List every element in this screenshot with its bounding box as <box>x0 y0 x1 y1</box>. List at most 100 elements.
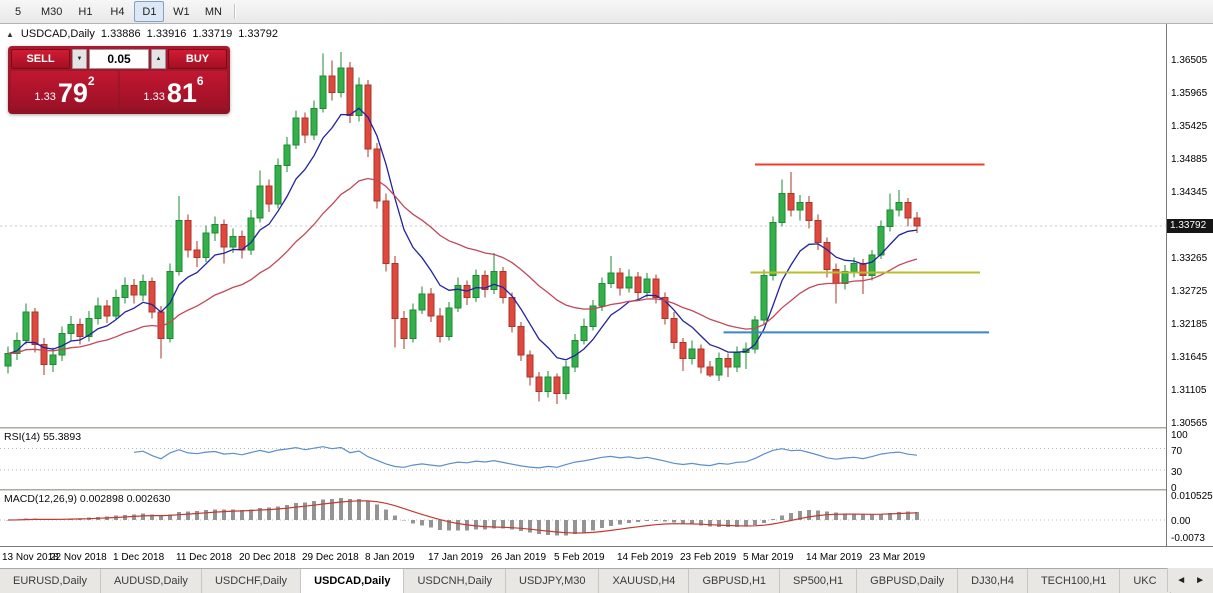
chart-tab-usdcad[interactable]: USDCAD,Daily <box>301 569 405 593</box>
chart-tab-tech100[interactable]: TECH100,H1 <box>1028 569 1121 593</box>
one-click-collapse-icon[interactable]: ▲ <box>6 29 14 39</box>
ma-slow-line <box>7 177 918 355</box>
sell-price-pipette: 2 <box>87 74 95 88</box>
date-tick-label: 14 Feb 2019 <box>617 552 674 563</box>
ohlc-open: 1.33886 <box>100 28 141 40</box>
price-axis-label: 1.31645 <box>1171 352 1208 364</box>
date-tick-label: 26 Jan 2019 <box>491 552 547 563</box>
chart-tab-eurusd[interactable]: EURUSD,Daily <box>0 569 101 593</box>
timeframe-button-w1[interactable]: W1 <box>173 5 190 18</box>
toolbar-separator <box>234 4 236 19</box>
chart-tab-sp500[interactable]: SP500,H1 <box>780 569 858 593</box>
buy-price-big: 81 <box>166 78 197 108</box>
price-axis-label: 1.31105 <box>1171 385 1207 397</box>
chart-tab-usdcnh[interactable]: USDCNH,Daily <box>404 569 507 593</box>
macd-axis-label: 0.010525 <box>1171 490 1213 502</box>
main-chart-pane[interactable]: ▲ USDCAD,Daily 1.33886 1.33916 1.33719 1… <box>0 24 1166 427</box>
sell-price-big: 79 <box>57 78 88 108</box>
price-axis-label: 1.32725 <box>1171 286 1208 298</box>
date-tick-label: 8 Jan 2019 <box>365 552 415 563</box>
macd-axis-label: -0.0073 <box>1171 533 1205 545</box>
rsi-axis-label: 0 <box>1171 483 1177 494</box>
ohlc-close: 1.33792 <box>238 28 278 40</box>
current-price-badge: 1.33792 <box>1167 218 1213 233</box>
tab-scroll-controls: ◄ ► <box>1167 568 1213 592</box>
ohlc-high: 1.33916 <box>146 28 187 40</box>
sell-price-prefix: 1.33 <box>34 91 56 103</box>
buy-button[interactable]: BUY <box>168 49 227 69</box>
macd-label: MACD(12,26,9) 0.002898 0.002630 <box>4 493 171 505</box>
sell-button[interactable]: SELL <box>11 49 70 69</box>
price-axis-label: 1.33265 <box>1171 253 1208 265</box>
ma-fast-line <box>7 107 918 361</box>
sell-price-panel[interactable]: 1.33 79 2 <box>11 71 118 109</box>
date-tick-label: 29 Dec 2018 <box>302 552 359 563</box>
macd-axis-label: 0.00 <box>1171 516 1191 527</box>
ohlc-low: 1.33719 <box>192 28 233 40</box>
chart-symbol-label: USDCAD,Daily <box>20 28 95 40</box>
buy-price-prefix: 1.33 <box>143 91 165 103</box>
chart-tab-audusd[interactable]: AUDUSD,Daily <box>101 569 202 593</box>
chevron-down-icon: ▼ <box>76 56 83 62</box>
pane-splitter[interactable] <box>0 489 1213 491</box>
date-tick-label: 13 Nov 2018 <box>2 552 59 563</box>
macd-indicator-pane[interactable]: MACD(12,26,9) 0.002898 0.002630 <box>0 491 1166 546</box>
date-tick-label: 23 Mar 2019 <box>869 552 926 563</box>
rsi-indicator-pane[interactable]: RSI(14) 55.3893 <box>0 429 1166 489</box>
rsi-axis-label: 30 <box>1171 466 1183 478</box>
candlestick-chart[interactable] <box>0 24 1166 427</box>
buy-price-panel[interactable]: 1.33 81 6 <box>120 71 227 109</box>
timeframe-button-m30[interactable]: M30 <box>41 5 63 18</box>
chart-tab-usdjpy[interactable]: USDJPY,M30 <box>506 569 600 593</box>
macd-signal-line <box>7 500 918 534</box>
one-click-trading-panel: SELL ▼ 0.05 ▲ BUY 1.33 79 2 1.33 81 6 <box>8 46 230 114</box>
date-tick-label: 20 Dec 2018 <box>239 552 296 563</box>
scroll-tabs-right-icon[interactable]: ► <box>1195 574 1205 586</box>
date-tick-label: 1 Dec 2018 <box>113 552 165 563</box>
chart-tab-gbpusd[interactable]: GBPUSD,Daily <box>857 569 959 593</box>
chart-tab-usdchf[interactable]: USDCHF,Daily <box>202 569 302 593</box>
price-axis-label: 1.34345 <box>1171 187 1208 199</box>
chart-tab-ukc[interactable]: UKC <box>1120 569 1171 593</box>
rsi-label: RSI(14) 55.3893 <box>4 431 82 443</box>
price-axis-label: 1.32185 <box>1171 319 1208 331</box>
timeframe-button-5[interactable]: 5 <box>14 5 22 18</box>
price-axis-label: 1.30565 <box>1171 418 1208 430</box>
chart-tab-xauusd[interactable]: XAUUSD,H4 <box>599 569 690 593</box>
timeframe-button-h4[interactable]: H4 <box>110 5 125 18</box>
timeframe-button-h1[interactable]: H1 <box>78 5 93 18</box>
rsi-axis-label: 70 <box>1171 445 1183 457</box>
time-axis[interactable]: 13 Nov 2018 22 Nov 2018 1 Dec 2018 11 Dec 2… <box>0 546 1213 568</box>
rsi-axis-label: 100 <box>1171 429 1188 441</box>
rsi-chart[interactable] <box>0 429 1166 489</box>
date-tick-label: 5 Mar 2019 <box>743 552 794 563</box>
price-axis-label: 1.35965 <box>1171 88 1208 100</box>
pane-splitter[interactable] <box>0 427 1213 429</box>
scroll-tabs-left-icon[interactable]: ◄ <box>1176 574 1187 586</box>
timeframe-button-d1[interactable]: D1 <box>134 1 165 22</box>
date-tick-label: 11 Dec 2018 <box>176 552 232 563</box>
chevron-up-icon: ▲ <box>155 56 162 62</box>
date-tick-label: 22 Nov 2018 <box>50 552 107 563</box>
date-tick-label: 23 Feb 2019 <box>680 552 737 563</box>
buy-price-pipette: 6 <box>196 74 204 88</box>
chart-tab-gbpusd[interactable]: GBPUSD,H1 <box>689 569 781 593</box>
price-axis-label: 1.34885 <box>1171 154 1208 166</box>
rsi-line <box>133 446 918 469</box>
date-tick-label: 17 Jan 2019 <box>428 552 484 563</box>
chart-info-bar: ▲ USDCAD,Daily 1.33886 1.33916 1.33719 1… <box>6 28 278 40</box>
date-tick-label: 5 Feb 2019 <box>554 552 605 563</box>
macd-chart[interactable] <box>0 491 1166 546</box>
price-axis[interactable]: 1.33792 1.36505 1.35965 1.35425 1.34885 1.34… <box>1166 24 1213 546</box>
date-tick-label: 14 Mar 2019 <box>806 552 863 563</box>
price-axis-label: 1.36505 <box>1171 55 1208 67</box>
price-axis-label: 1.35425 <box>1171 121 1208 133</box>
timeframe-button-mn[interactable]: MN <box>204 5 222 18</box>
volume-input[interactable]: 0.05 <box>89 49 149 69</box>
volume-decrement-button[interactable]: ▼ <box>72 49 87 69</box>
chart-tab-bar: EURUSD,Daily AUDUSD,Daily USDCHF,Daily USDC… <box>0 568 1213 593</box>
candles-layer <box>4 52 921 404</box>
volume-increment-button[interactable]: ▲ <box>151 49 166 69</box>
chart-tab-dj30[interactable]: DJ30,H4 <box>958 569 1028 593</box>
